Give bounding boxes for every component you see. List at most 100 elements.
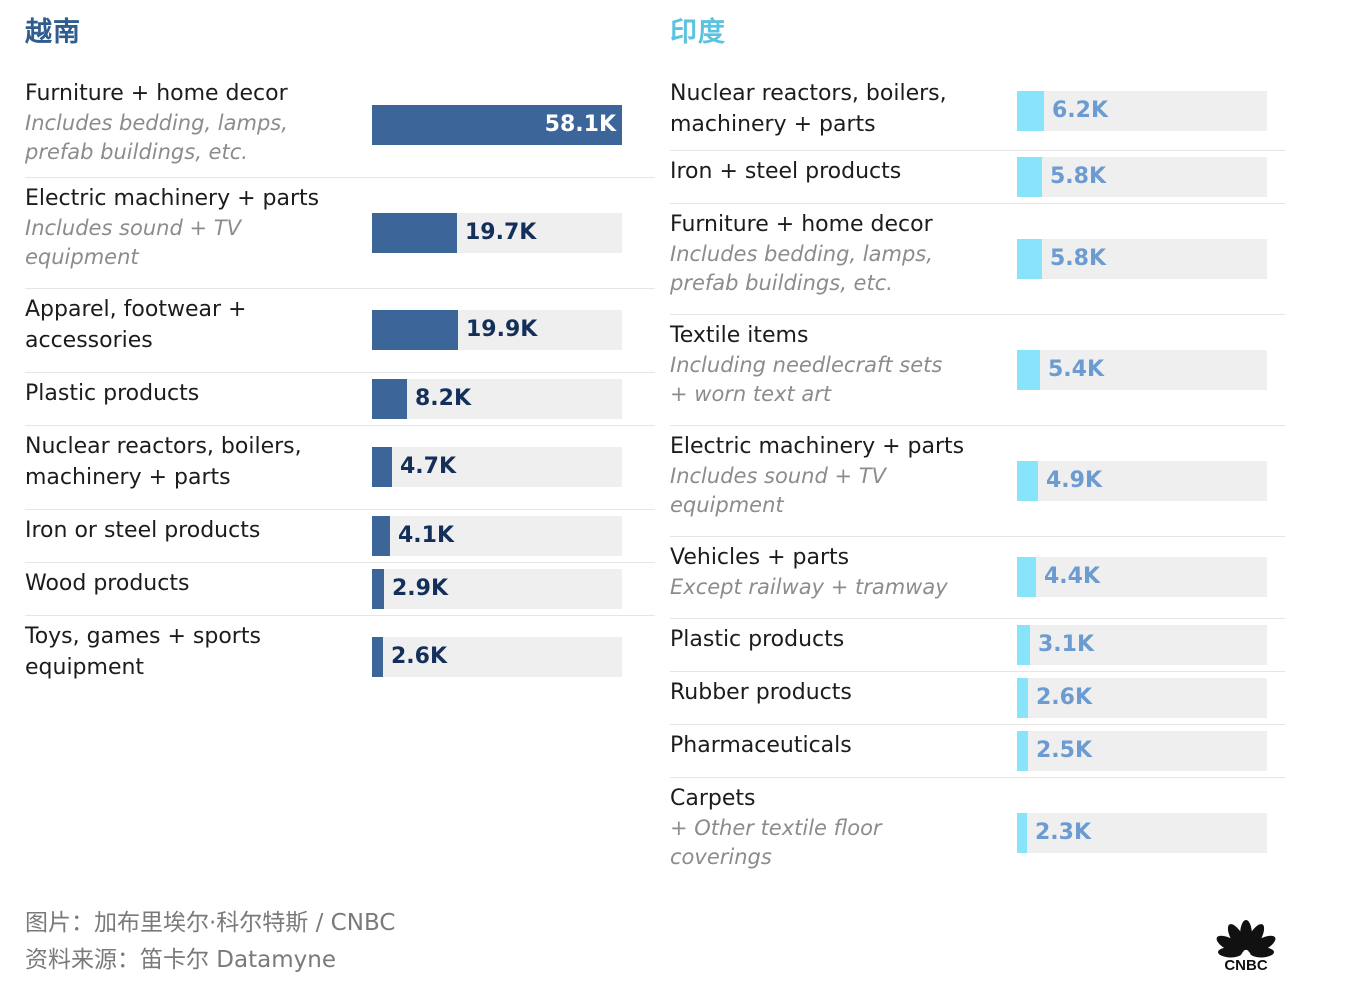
vietnam-row: Iron or steel products 4.1K: [25, 509, 655, 563]
category-label-block: Furniture + home decor Includes bedding, …: [670, 209, 970, 298]
bar-value-label: 4.9K: [1046, 468, 1103, 493]
category-name: Furniture + home decor: [670, 212, 933, 237]
category-label-block: Carpets + Other textile floor coverings: [670, 783, 970, 872]
row-divider: [670, 724, 1285, 725]
category-note: Except railway + tramway: [670, 575, 948, 599]
bar-value-label: 2.3K: [1035, 820, 1092, 845]
category-label-block: Furniture + home decor Includes bedding, …: [25, 78, 325, 167]
vietnam-row: Wood products 2.9K: [25, 562, 655, 616]
bar-value-label: 58.1K: [544, 112, 616, 137]
bar: [1017, 91, 1044, 131]
bar: [1017, 813, 1027, 853]
category-name: Iron or steel products: [25, 518, 261, 543]
category-note: Includes sound + TV equipment: [25, 216, 241, 269]
category-label-block: Electric machinery + parts Includes sound…: [25, 183, 325, 272]
vietnam-title: 越南: [25, 17, 81, 48]
bar-value-label: 4.7K: [400, 454, 457, 479]
category-note: Includes bedding, lamps, prefab building…: [670, 242, 933, 295]
category-name: Electric machinery + parts: [670, 434, 965, 459]
row-divider: [670, 671, 1285, 672]
row-divider: [25, 177, 655, 178]
row-divider: [25, 425, 655, 426]
bar-track: 4.9K: [1017, 461, 1267, 501]
category-name: Rubber products: [670, 680, 852, 705]
category-label-block: Rubber products: [670, 677, 970, 708]
row-divider: [670, 314, 1285, 315]
bar-value-label: 2.6K: [391, 644, 448, 669]
bar-value-label: 19.7K: [465, 220, 537, 245]
bar-track: 2.6K: [372, 637, 622, 677]
bar-track: 19.7K: [372, 213, 622, 253]
bar-value-label: 19.9K: [466, 317, 538, 342]
india-row: Plastic products 3.1K: [670, 618, 1285, 672]
bar-value-label: 4.4K: [1044, 564, 1101, 589]
bar-track: 5.8K: [1017, 157, 1267, 197]
bar-track: 4.1K: [372, 516, 622, 556]
bar-track: 5.8K: [1017, 239, 1267, 279]
category-name: Plastic products: [25, 381, 200, 406]
bar: [1017, 625, 1030, 665]
category-name: Textile items: [670, 323, 809, 348]
bar: [1017, 678, 1028, 718]
bar-value-label: 4.1K: [398, 523, 455, 548]
bar-value-label: 5.8K: [1050, 164, 1107, 189]
peacock-logo-icon: CNBC: [1216, 920, 1276, 974]
bar-value-label: 8.2K: [415, 386, 472, 411]
bar: [372, 310, 458, 350]
vietnam-row: Apparel, footwear + accessories 19.9K: [25, 288, 655, 373]
category-note: Including needlecraft sets + worn text a…: [670, 353, 943, 406]
india-row: Furniture + home decor Includes bedding, …: [670, 203, 1285, 315]
vietnam-row: Plastic products 8.2K: [25, 372, 655, 426]
data-source: 资料来源：笛卡尔 Datamyne: [25, 947, 336, 973]
row-divider: [670, 777, 1285, 778]
india-row: Textile items Including needlecraft sets …: [670, 314, 1285, 426]
bar: [372, 637, 383, 677]
bar-value-label: 3.1K: [1038, 632, 1095, 657]
bar-track: 5.4K: [1017, 350, 1267, 390]
category-label-block: Apparel, footwear + accessories: [25, 294, 325, 356]
category-label-block: Plastic products: [25, 378, 325, 409]
india-row: Pharmaceuticals 2.5K: [670, 724, 1285, 778]
india-row: Iron + steel products 5.8K: [670, 150, 1285, 204]
category-name: Pharmaceuticals: [670, 733, 852, 758]
vietnam-row: Electric machinery + parts Includes sound…: [25, 177, 655, 289]
category-name: Wood products: [25, 571, 190, 596]
vietnam-row: Furniture + home decor Includes bedding, …: [25, 72, 655, 178]
india-title: 印度: [670, 17, 726, 48]
india-row: Carpets + Other textile floor coverings 2.…: [670, 777, 1285, 888]
vietnam-row: Toys, games + sports equipment 2.6K: [25, 615, 655, 699]
bar: [372, 105, 622, 145]
bar: [1017, 731, 1028, 771]
category-name: Nuclear reactors, boilers, machinery + p…: [25, 434, 302, 490]
bar-track: 58.1K: [372, 105, 622, 145]
category-label-block: Pharmaceuticals: [670, 730, 970, 761]
india-row: Rubber products 2.6K: [670, 671, 1285, 725]
category-name: Furniture + home decor: [25, 81, 288, 106]
category-label-block: Electric machinery + parts Includes sound…: [670, 431, 970, 520]
bar-value-label: 5.8K: [1050, 246, 1107, 271]
bar: [372, 516, 390, 556]
row-divider: [25, 562, 655, 563]
bar: [1017, 157, 1042, 197]
row-divider: [670, 536, 1285, 537]
bar-track: 2.5K: [1017, 731, 1267, 771]
india-row: Nuclear reactors, boilers, machinery + p…: [670, 72, 1285, 151]
bar-value-label: 6.2K: [1052, 98, 1109, 123]
category-name: Plastic products: [670, 627, 845, 652]
bar-value-label: 2.9K: [392, 576, 449, 601]
bar-track: 6.2K: [1017, 91, 1267, 131]
india-row: Electric machinery + parts Includes sound…: [670, 425, 1285, 537]
category-label-block: Wood products: [25, 568, 325, 599]
bar-track: 19.9K: [372, 310, 622, 350]
category-name: Toys, games + sports equipment: [25, 624, 261, 680]
category-note: Includes sound + TV equipment: [670, 464, 886, 517]
bar-track: 2.3K: [1017, 813, 1267, 853]
bar-track: 3.1K: [1017, 625, 1267, 665]
category-label-block: Vehicles + parts Except railway + tramway: [670, 542, 970, 602]
bar: [372, 213, 457, 253]
category-note: + Other textile floor coverings: [670, 816, 882, 869]
bar: [1017, 239, 1042, 279]
row-divider: [670, 425, 1285, 426]
row-divider: [25, 288, 655, 289]
bar: [372, 569, 384, 609]
